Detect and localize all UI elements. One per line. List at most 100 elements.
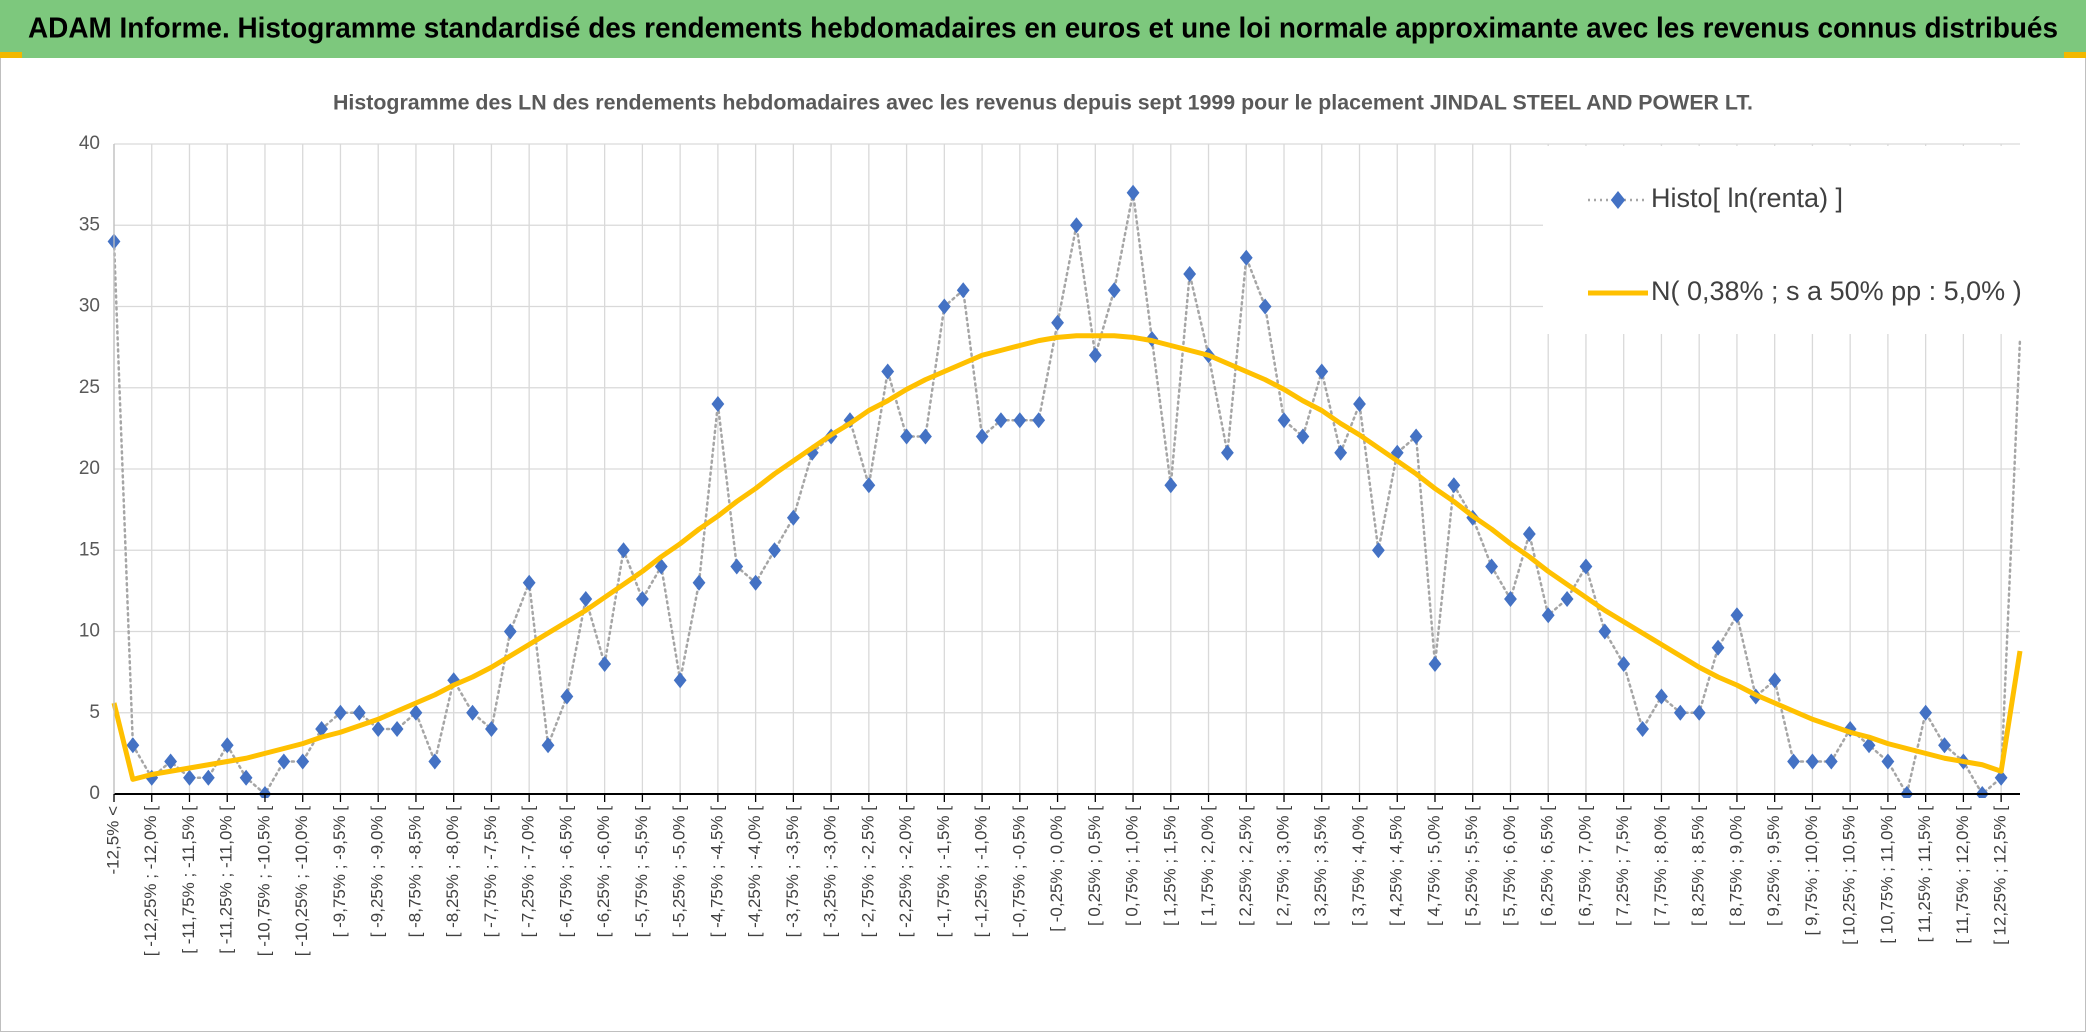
data-point	[1107, 282, 1121, 299]
data-point	[1258, 298, 1272, 315]
x-tick-label: [ -3,25% ; -3,0% [	[821, 806, 840, 938]
x-tick-label: [ 2,25% ; 2,5% [	[1236, 806, 1255, 926]
x-tick-label: [ 7,75% ; 8,0% [	[1651, 806, 1670, 926]
x-tick-label: [ -3,75% ; -3,5% [	[783, 806, 802, 938]
data-point	[1296, 428, 1310, 445]
x-tick-label: [ 9,75% ; 10,0% [	[1802, 806, 1821, 936]
y-tick-label: 40	[79, 133, 100, 154]
x-tick-label: [ 4,25% ; 4,5% [	[1387, 806, 1406, 926]
x-tick-label: -12,5% <	[103, 806, 122, 875]
y-tick-label: 25	[79, 377, 100, 398]
data-point	[1051, 314, 1064, 331]
data-point	[164, 753, 178, 770]
data-point	[1371, 542, 1385, 559]
x-tick-label: [ -12,25% ; -12,0% [	[141, 806, 160, 957]
chart-title: Histogramme des LN des rendements hebdom…	[333, 92, 1753, 115]
data-point	[1617, 656, 1631, 672]
x-tick-label: [ -4,25% ; -4,0% [	[745, 806, 764, 938]
data-point	[1315, 363, 1329, 380]
x-tick-label: [ 7,25% ; 7,5% [	[1613, 806, 1632, 926]
data-point	[1919, 704, 1933, 721]
data-point	[220, 737, 234, 754]
data-point	[334, 704, 347, 721]
data-point	[409, 704, 423, 721]
data-point	[768, 542, 781, 559]
data-point	[485, 721, 498, 737]
data-point	[1013, 412, 1027, 429]
data-point	[1485, 558, 1499, 575]
data-point	[1787, 753, 1800, 770]
data-point	[635, 591, 649, 607]
data-point	[183, 769, 196, 786]
x-tick-label: [ 6,75% ; 7,0% [	[1575, 806, 1594, 926]
data-point	[1598, 623, 1612, 640]
data-point	[315, 721, 328, 737]
legend-box	[1543, 146, 2021, 334]
x-tick-label: [ -2,75% ; -2,5% [	[858, 806, 877, 938]
data-point	[1673, 704, 1687, 721]
y-tick-label: 15	[79, 539, 100, 560]
data-point	[900, 428, 913, 445]
data-point	[1824, 753, 1838, 770]
x-tick-label: [ -11,75% ; -11,5% [	[179, 806, 198, 954]
x-tick-label: [ -6,75% ; -6,5% [	[556, 806, 575, 938]
data-point	[1277, 412, 1291, 429]
x-tick-label: [ -10,25% ; -10,0% [	[292, 806, 311, 957]
data-point	[1994, 769, 2008, 786]
data-point	[1239, 249, 1253, 266]
x-tick-label: [ 6,25% ; 6,5% [	[1538, 806, 1557, 926]
normal-curve	[111, 333, 2023, 782]
data-point	[937, 298, 951, 315]
x-tick-label: [ -9,25% ; -9,0% [	[368, 806, 387, 938]
legend: Histo[ ln(renta) ] N( 0,38% ; s a 50% pp …	[1543, 146, 2022, 334]
data-point	[673, 672, 687, 689]
y-tick-label: 20	[79, 458, 100, 479]
data-point	[711, 396, 725, 412]
x-tick-label: [ -8,25% ; -8,0% [	[443, 806, 462, 938]
legend-label: Histo[ ln(renta) ]	[1651, 183, 1843, 213]
x-tick-label: [ -10,75% ; -10,5% [	[254, 806, 273, 957]
x-tick-label: [ -0,25% ; 0,0% [	[1047, 806, 1066, 932]
data-point	[1806, 753, 1819, 770]
data-point	[1655, 688, 1668, 705]
data-point	[975, 428, 989, 445]
header-bar	[0, 0, 2086, 58]
x-tick-label: [ 10,25% ; 10,5% [	[1840, 806, 1859, 945]
x-tick-label: [ 11,25% ; 11,5% [	[1915, 806, 1934, 943]
y-tick-label: 5	[89, 702, 100, 723]
x-tick-label: [ 5,25% ; 5,5% [	[1462, 806, 1481, 926]
data-point	[277, 753, 291, 770]
data-point	[862, 477, 876, 494]
data-point	[1711, 639, 1725, 656]
series-line	[112, 192, 2022, 798]
data-point	[1938, 737, 1951, 754]
x-tick-label: [ 2,75% ; 3,0% [	[1274, 806, 1293, 926]
x-tick-label: [ 0,75% ; 1,0% [	[1123, 806, 1142, 926]
x-tick-label: [ -0,75% ; -0,5% [	[1009, 806, 1028, 938]
data-point	[1183, 266, 1197, 282]
x-tick-label: [ 9,25% ; 9,5% [	[1764, 806, 1783, 926]
x-tick-label: [ 1,25% ; 1,5% [	[1160, 806, 1179, 926]
x-tick-label: [ -7,75% ; -7,5% [	[481, 806, 500, 938]
data-point	[786, 509, 800, 526]
axes: 0 5 10 15 20 25 30 35 40 -12,5% < [ -12,25% ; -12,…	[79, 133, 2020, 956]
x-tick-label: [ -7,25% ; -7,0% [	[519, 806, 538, 938]
data-point	[994, 412, 1008, 429]
data-point	[1164, 477, 1178, 494]
data-point	[617, 542, 630, 559]
x-tick-label: [ -2,25% ; -2,0% [	[896, 806, 915, 938]
data-point	[560, 688, 574, 705]
y-tick-label: 30	[79, 296, 100, 317]
data-point	[1768, 672, 1782, 689]
data-point	[466, 704, 479, 721]
data-point	[1504, 591, 1517, 607]
data-layer	[107, 184, 2023, 798]
data-point	[352, 704, 366, 721]
data-point	[1409, 428, 1423, 445]
data-point	[1221, 444, 1234, 461]
data-point	[1522, 526, 1536, 542]
data-point	[503, 623, 517, 640]
data-point	[390, 721, 404, 737]
x-tick-label: [ 8,75% ; 9,0% [	[1726, 806, 1745, 926]
